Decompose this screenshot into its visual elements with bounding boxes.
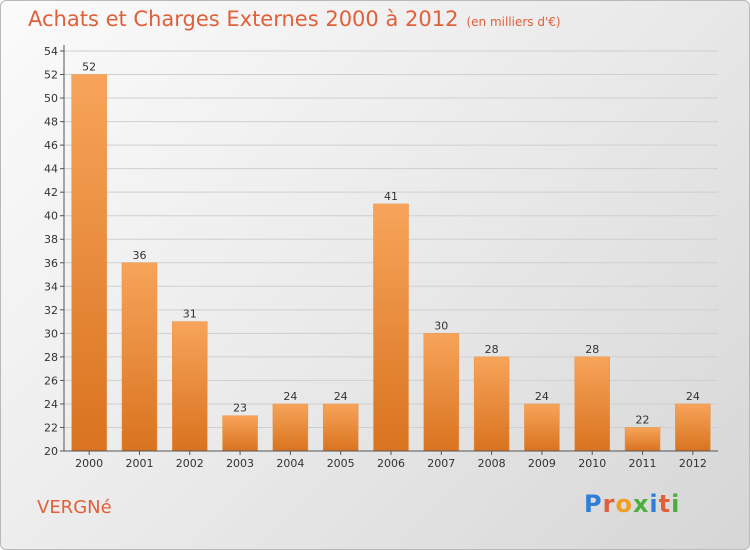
bar-value-label: 24 — [686, 390, 700, 403]
logo-letter: P — [584, 490, 603, 518]
y-tick-label: 22 — [44, 421, 58, 434]
y-tick-label: 54 — [44, 45, 58, 58]
logo-letter: i — [649, 490, 659, 518]
bar — [172, 321, 208, 452]
bar-value-label: 36 — [132, 249, 146, 262]
x-tick-label: 2001 — [125, 457, 153, 470]
logo-letter: i — [671, 490, 681, 518]
bar — [524, 403, 560, 452]
y-tick-label: 34 — [44, 280, 58, 293]
x-tick-label: 2002 — [176, 457, 204, 470]
y-tick-label: 38 — [44, 233, 58, 246]
bar — [624, 427, 661, 452]
y-tick-label: 32 — [44, 304, 58, 317]
bar — [272, 403, 309, 452]
x-tick-label: 2008 — [478, 457, 506, 470]
x-tick-label: 2003 — [226, 457, 254, 470]
x-tick-label: 2004 — [276, 457, 304, 470]
bar — [322, 403, 359, 452]
bar-value-label: 30 — [434, 319, 448, 332]
logo-letter: t — [658, 490, 672, 518]
bar — [71, 74, 107, 452]
axes: 20 22 24 26 28 30 32 34 36 38 40 42 44 46 48 50 52 54 2000… — [44, 45, 718, 470]
y-tick-label: 42 — [44, 186, 58, 199]
logo-letter: r — [602, 490, 616, 518]
logo-letter: o — [615, 490, 633, 518]
y-tick-label: 20 — [44, 445, 58, 458]
bar — [423, 333, 460, 452]
bar — [574, 356, 610, 452]
y-tick-label: 36 — [44, 257, 58, 270]
chart-subtitle: (en milliers d'€) — [466, 15, 561, 29]
bar-value-label: 31 — [183, 308, 197, 321]
x-tick-label: 2010 — [578, 457, 606, 470]
bar — [675, 403, 711, 452]
bar-value-label: 28 — [485, 343, 499, 356]
y-tick-label: 44 — [44, 163, 58, 176]
y-tick-label: 24 — [44, 398, 58, 411]
y-tick-label: 40 — [44, 210, 58, 223]
bar — [373, 203, 409, 452]
x-tick-label: 2000 — [75, 457, 103, 470]
y-tick-label: 30 — [44, 327, 58, 340]
y-tick-label: 52 — [44, 69, 58, 82]
x-tick-label: 2009 — [528, 457, 556, 470]
bars: 52 36 31 23 24 24 41 30 28 24 28 22 24 — [71, 61, 711, 452]
bar-value-label: 24 — [334, 390, 348, 403]
y-tick-label: 28 — [44, 351, 58, 364]
bar-value-label: 52 — [82, 61, 96, 74]
bar-value-label: 24 — [283, 390, 297, 403]
bar-value-label: 41 — [384, 190, 398, 203]
x-tick-label: 2011 — [629, 457, 657, 470]
y-tick-label: 46 — [44, 139, 58, 152]
bar-value-label: 22 — [636, 413, 650, 426]
bar — [121, 262, 158, 452]
y-tick-label: 50 — [44, 92, 58, 105]
chart-title: Achats et Charges Externes 2000 à 2012 (e… — [28, 7, 561, 31]
commune-name: VERGNé — [37, 497, 112, 518]
y-tick-label: 26 — [44, 374, 58, 387]
x-tick-label: 2007 — [427, 457, 455, 470]
proxiti-logo: Proxiti — [584, 490, 680, 518]
bar-value-label: 23 — [233, 402, 247, 415]
bar — [222, 415, 258, 452]
logo-letter: x — [632, 490, 650, 518]
bar-value-label: 24 — [535, 390, 549, 403]
x-tick-label: 2012 — [679, 457, 707, 470]
bar-value-label: 28 — [585, 343, 599, 356]
x-tick-label: 2005 — [327, 457, 355, 470]
bar — [473, 356, 510, 452]
x-tick-label: 2006 — [377, 457, 405, 470]
y-tick-label: 48 — [44, 116, 58, 129]
